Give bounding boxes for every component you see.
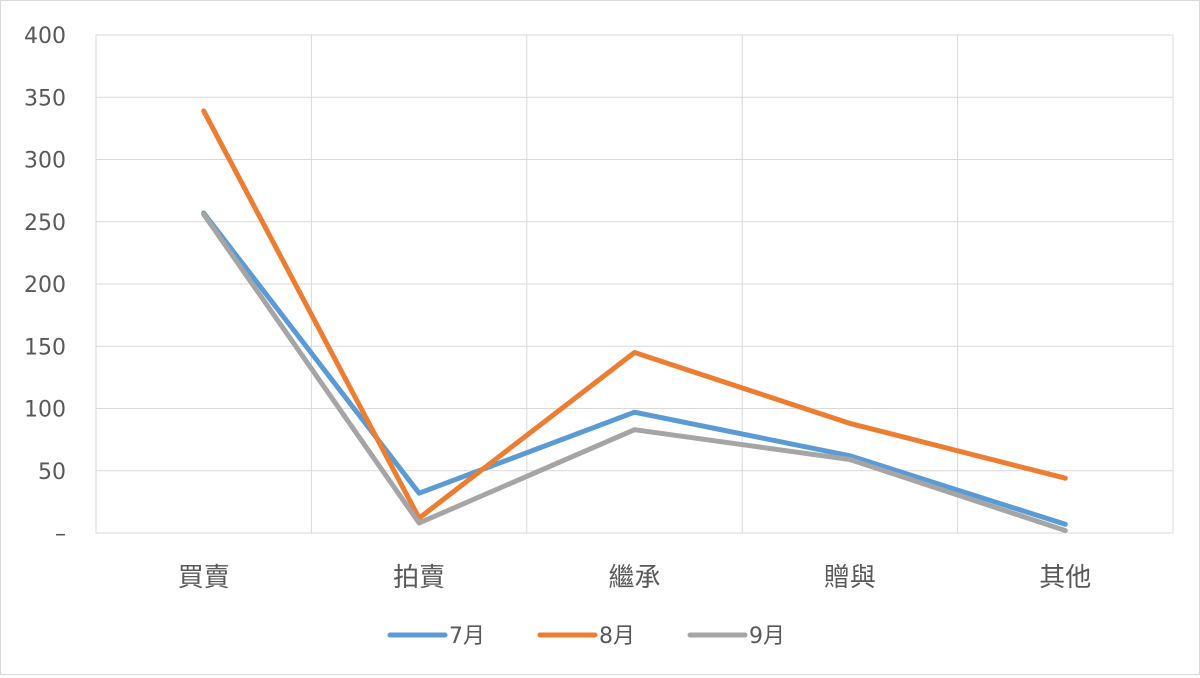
x-axis: 買賣 拍賣 繼承 贈與 其他 [178,563,1092,593]
legend: 7月 8月 9月 [387,624,785,649]
y-tick-label: 400 [24,24,66,49]
y-tick-label: 50 [38,460,66,485]
legend-item: 7月 [387,624,485,649]
y-tick-label: 200 [24,273,66,298]
y-tick-label: 300 [24,149,66,174]
y-tick-label: 350 [24,86,66,111]
x-tick-label: 拍賣 [393,563,445,593]
x-tick-label: 買賣 [178,563,230,593]
y-tick-label: – [55,522,66,547]
series-line-1 [201,210,1068,527]
series-line-2 [201,108,1068,521]
legend-item: 9月 [687,624,785,649]
x-tick-label: 繼承 [608,563,660,593]
y-tick-label: 100 [24,398,66,423]
legend-label: 9月 [749,624,785,649]
legend-label: 7月 [449,624,485,649]
y-tick-label: 250 [24,211,66,236]
legend-label: 8月 [599,624,635,649]
x-tick-label: 贈與 [824,563,876,593]
series-lines [201,108,1068,533]
x-tick-label: 其他 [1039,563,1091,593]
y-axis: – 50 100 150 200 250 300 350 400 [24,24,66,547]
series-line-3 [201,211,1068,533]
y-tick-label: 150 [24,335,66,360]
legend-item: 8月 [537,624,635,649]
